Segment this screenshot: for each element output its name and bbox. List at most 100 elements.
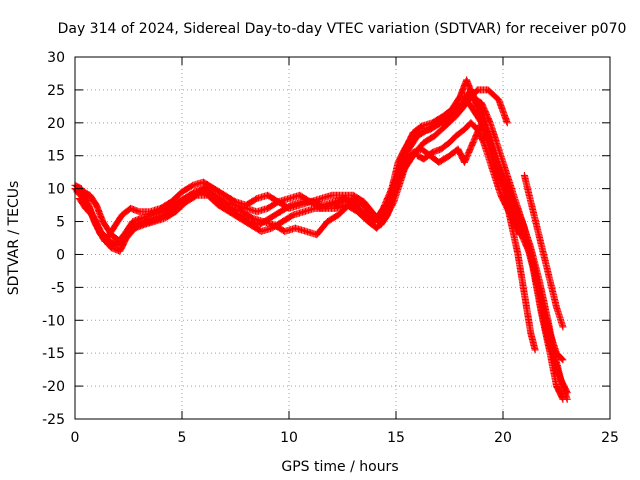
plot-frame xyxy=(74,56,611,420)
data-point xyxy=(448,141,451,144)
data-point xyxy=(91,214,93,216)
data-point xyxy=(331,204,333,206)
data-point xyxy=(365,214,367,216)
data-point xyxy=(170,210,173,213)
data-point xyxy=(547,319,549,322)
data-point xyxy=(356,210,359,213)
data-point xyxy=(245,207,247,210)
data-point xyxy=(373,217,376,220)
data-point xyxy=(414,151,417,154)
data-point xyxy=(279,210,282,213)
data-point xyxy=(431,122,434,124)
data-point xyxy=(283,230,286,233)
data-point xyxy=(525,306,528,308)
y-tick-label: 30 xyxy=(47,50,65,66)
data-point xyxy=(238,217,241,220)
data-point xyxy=(480,122,483,124)
data-point xyxy=(515,214,517,216)
data-point xyxy=(448,112,451,114)
data-point xyxy=(140,217,143,220)
series-track-5 xyxy=(73,93,571,403)
data-point xyxy=(234,204,237,206)
axis-ticks: -25 -20 -15 -10 -5 0 5 10 15 20 25 30 0 5 10 15 20 25 xyxy=(42,50,619,446)
data-point xyxy=(127,230,130,233)
data-point xyxy=(487,141,489,144)
data-point xyxy=(431,151,434,154)
data-point xyxy=(382,214,384,216)
data-point xyxy=(149,220,151,223)
data-point xyxy=(427,128,429,131)
data-point xyxy=(301,201,303,203)
data-point xyxy=(78,197,81,200)
data-point xyxy=(433,135,436,137)
data-point xyxy=(530,201,532,203)
data-point xyxy=(536,286,539,289)
data-point xyxy=(519,233,521,236)
data-point xyxy=(500,181,502,183)
data-point xyxy=(472,108,474,111)
data-point xyxy=(217,204,220,206)
data-point xyxy=(476,89,479,91)
data-point xyxy=(335,207,337,210)
data-point xyxy=(241,210,243,213)
data-point xyxy=(448,154,451,157)
data-point xyxy=(566,398,568,401)
data-point xyxy=(112,227,115,229)
data-point xyxy=(549,345,551,348)
data-point xyxy=(159,217,162,220)
data-point xyxy=(562,385,564,387)
data-point xyxy=(292,214,295,216)
data-point xyxy=(249,224,252,226)
data-point xyxy=(530,332,532,335)
data-point xyxy=(463,128,466,131)
data-point xyxy=(476,128,479,131)
data-point xyxy=(119,240,121,243)
data-point xyxy=(170,201,173,203)
data-point xyxy=(131,224,134,226)
data-point xyxy=(440,148,442,150)
y-tick-label: 25 xyxy=(47,83,65,99)
data-point xyxy=(151,214,153,216)
data-point xyxy=(512,233,515,236)
data-point xyxy=(438,161,440,164)
data-point xyxy=(465,79,468,81)
data-point xyxy=(305,230,307,233)
data-point xyxy=(288,197,290,200)
data-point xyxy=(482,141,485,144)
data-point xyxy=(303,210,305,213)
plus-markers xyxy=(73,93,571,403)
data-point xyxy=(82,197,85,200)
data-point xyxy=(260,230,262,233)
data-point xyxy=(510,187,513,190)
data-point xyxy=(316,233,318,236)
data-point xyxy=(497,98,500,101)
data-point xyxy=(506,207,509,210)
data-point xyxy=(480,102,483,104)
data-point xyxy=(213,194,215,197)
data-point xyxy=(489,161,491,164)
data-point xyxy=(298,194,301,197)
data-point xyxy=(320,197,322,200)
data-point xyxy=(459,95,462,98)
data-point xyxy=(104,240,106,243)
data-point xyxy=(457,148,459,150)
x-tick-label: 25 xyxy=(601,430,619,446)
y-tick-label: -25 xyxy=(42,412,65,428)
data-point xyxy=(489,122,491,124)
data-point xyxy=(110,233,113,236)
data-point xyxy=(110,247,113,249)
data-point xyxy=(367,220,369,223)
data-point xyxy=(119,250,121,252)
data-point xyxy=(408,161,410,164)
data-point xyxy=(331,194,333,197)
data-point xyxy=(517,207,519,210)
data-point xyxy=(487,89,489,91)
data-point xyxy=(258,224,260,226)
data-point xyxy=(352,197,355,200)
x-tick-label: 20 xyxy=(494,430,512,446)
y-tick-label: 15 xyxy=(47,149,65,165)
data-point xyxy=(114,243,117,246)
data-point xyxy=(497,148,500,150)
data-point xyxy=(416,135,419,137)
data-point xyxy=(268,217,271,220)
